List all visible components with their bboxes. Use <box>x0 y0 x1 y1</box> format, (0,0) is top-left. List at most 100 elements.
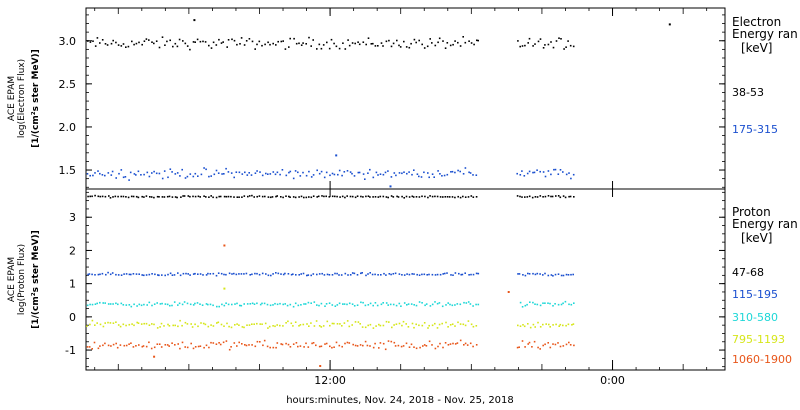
data-point <box>421 324 424 327</box>
data-point <box>109 322 112 324</box>
data-point <box>148 273 151 276</box>
data-point <box>210 324 212 326</box>
data-point <box>204 323 207 326</box>
data-point <box>565 343 568 346</box>
data-point <box>462 195 464 198</box>
data-point <box>528 170 531 173</box>
data-point <box>374 273 376 276</box>
data-point <box>526 196 529 198</box>
data-point <box>267 274 270 277</box>
y-tick-label: 2.5 <box>59 78 77 91</box>
data-point <box>282 273 285 276</box>
data-point <box>316 48 318 50</box>
data-point <box>107 303 110 305</box>
y-tick-label: 0 <box>69 311 76 324</box>
data-point <box>89 303 91 306</box>
data-point <box>367 273 369 275</box>
data-point <box>377 45 379 47</box>
data-point <box>331 304 334 306</box>
data-point <box>177 272 179 274</box>
data-point <box>524 196 526 198</box>
data-point <box>112 303 114 305</box>
data-point <box>261 323 263 325</box>
data-point <box>351 324 353 326</box>
data-point <box>167 176 169 179</box>
data-point <box>101 39 104 41</box>
data-point <box>550 173 552 176</box>
data-point <box>261 44 263 47</box>
legend-entry: 47-68 <box>732 266 764 279</box>
data-point <box>145 274 148 276</box>
data-point <box>167 273 169 276</box>
data-point <box>408 346 411 348</box>
data-point <box>477 39 479 42</box>
data-point <box>388 273 391 275</box>
data-point <box>534 43 536 45</box>
data-point <box>159 326 161 328</box>
data-point <box>105 273 107 276</box>
data-point <box>284 48 287 50</box>
data-point <box>542 323 544 326</box>
data-point <box>130 273 132 276</box>
data-point <box>356 274 359 276</box>
data-point <box>166 303 169 306</box>
data-point <box>212 272 215 275</box>
data-point <box>320 302 323 305</box>
data-point <box>129 171 132 174</box>
data-point <box>475 272 478 275</box>
data-point <box>352 343 354 346</box>
data-point <box>362 301 364 304</box>
data-point <box>357 321 360 323</box>
data-point <box>441 175 443 177</box>
data-point <box>311 342 313 345</box>
data-point <box>225 273 227 276</box>
data-point <box>295 342 298 344</box>
data-point <box>379 342 382 344</box>
data-point <box>145 345 148 348</box>
data-point <box>462 173 465 175</box>
data-point <box>228 348 231 351</box>
data-point <box>268 325 271 328</box>
data-point <box>365 43 367 46</box>
data-point <box>290 322 293 325</box>
data-point <box>357 171 360 174</box>
data-point <box>305 196 308 199</box>
data-point <box>290 273 293 276</box>
data-point <box>369 323 372 326</box>
data-point <box>410 42 412 45</box>
data-point <box>477 303 480 306</box>
data-point <box>122 195 125 198</box>
data-point <box>172 324 174 327</box>
data-point <box>421 302 423 304</box>
data-point <box>353 272 356 275</box>
data-point <box>398 273 401 275</box>
data-point <box>135 195 138 198</box>
data-point <box>375 171 378 174</box>
data-point <box>238 341 240 344</box>
data-point <box>146 304 148 306</box>
data-point <box>382 324 385 327</box>
data-point <box>444 47 447 49</box>
data-point <box>454 343 457 345</box>
data-point <box>360 301 362 304</box>
data-point <box>567 323 570 326</box>
data-point <box>140 174 142 176</box>
data-point <box>292 273 294 275</box>
data-point <box>244 344 246 346</box>
data-point <box>130 195 133 198</box>
data-point <box>215 196 218 199</box>
data-point <box>517 324 519 327</box>
data-point <box>125 344 128 347</box>
data-point <box>382 45 384 47</box>
data-point <box>457 321 459 324</box>
data-point <box>547 274 550 277</box>
data-point <box>325 171 328 174</box>
data-point <box>108 195 110 197</box>
data-point <box>427 172 429 174</box>
data-point <box>156 302 158 304</box>
data-point <box>365 195 367 198</box>
data-point <box>421 273 423 276</box>
data-point <box>251 344 253 346</box>
x-tick-label: 12:00 <box>314 374 346 387</box>
data-point <box>536 169 538 171</box>
